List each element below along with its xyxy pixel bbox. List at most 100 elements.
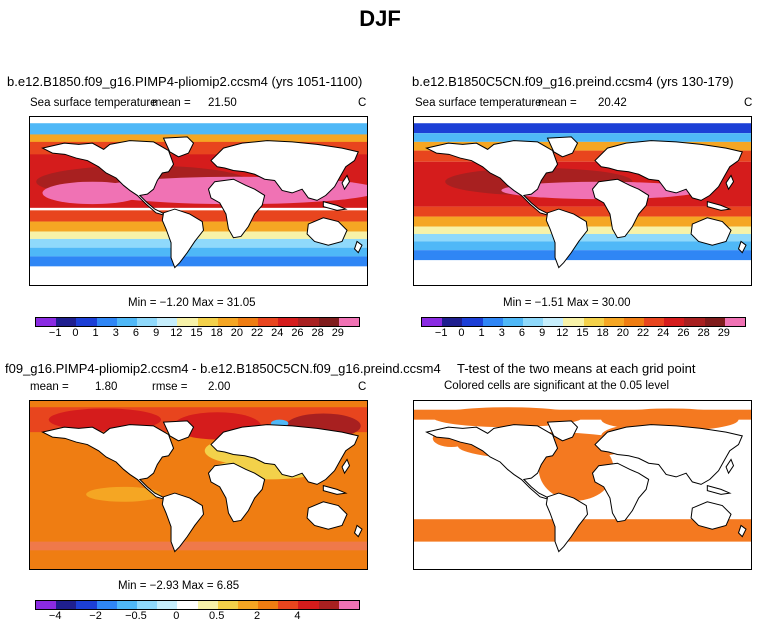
colorbar-swatch — [197, 318, 218, 326]
colorbar-swatch — [522, 318, 544, 326]
panel2-mean-label: mean = — [538, 97, 577, 109]
colorbar-swatch — [56, 601, 77, 609]
colorbar-tick-label: 26 — [677, 327, 690, 339]
colorbar-swatch — [36, 318, 57, 326]
colorbar-swatch — [422, 318, 443, 326]
colorbar-swatch — [157, 601, 178, 609]
colorbar-swatch — [258, 318, 279, 326]
colorbar-tick-label: 18 — [596, 327, 609, 339]
panel2-mean-value: 20.42 — [598, 97, 627, 109]
colorbar-swatch — [217, 318, 238, 326]
panel3-map — [29, 400, 368, 570]
colorbar-swatch — [482, 318, 503, 326]
colorbar-swatch — [338, 318, 359, 326]
colorbar-tick-label: 6 — [518, 327, 525, 339]
colorbar-tick-label: 2 — [254, 610, 261, 622]
colorbar-tick-label: 22 — [250, 327, 264, 339]
colorbar-swatch — [644, 318, 665, 326]
colorbar-swatch — [237, 318, 259, 326]
panel2-units: C — [744, 97, 753, 109]
panel3-minmax: Min = −2.93 Max = 6.85 — [118, 580, 240, 592]
colorbar-swatch — [442, 318, 463, 326]
panel1-colorbar-ticks: −1 0 1 3 6 9 12 15 18 20 22 24 26 28 29 — [35, 327, 358, 341]
panel2-minmax: Min = −1.51 Max = 30.00 — [503, 297, 631, 309]
colorbar-swatch — [502, 318, 523, 326]
colorbar-swatch — [603, 318, 624, 326]
colorbar-swatch — [116, 318, 137, 326]
panel4-subtitle: Colored cells are significant at the 0.0… — [444, 380, 670, 392]
panel1-variable: Sea surface temperature — [30, 97, 157, 109]
colorbar-tick-label: 0 — [173, 610, 180, 622]
colorbar-tick-label: 3 — [498, 327, 505, 339]
colorbar-swatch — [116, 601, 137, 609]
colorbar-tick-label: 12 — [170, 327, 183, 339]
panel2-map — [413, 116, 752, 286]
colorbar-swatch — [318, 601, 339, 609]
colorbar-swatch — [298, 601, 319, 609]
colorbar-tick-label: 9 — [539, 327, 546, 339]
colorbar-tick-label: 24 — [271, 327, 284, 339]
panel1-map — [29, 116, 368, 286]
colorbar-tick-label: 1 — [478, 327, 485, 339]
colorbar-tick-label: 6 — [132, 327, 139, 339]
colorbar-tick-label: 22 — [636, 327, 650, 339]
colorbar-swatch — [583, 318, 604, 326]
page-title: DJF — [359, 6, 401, 31]
colorbar-swatch — [237, 601, 259, 609]
colorbar-swatch — [96, 601, 117, 609]
panel3-mean-value: 1.80 — [95, 381, 118, 393]
panel1-minmax: Min = −1.20 Max = 31.05 — [128, 297, 256, 309]
colorbar-tick-label: −4 — [48, 610, 62, 622]
colorbar-swatch — [684, 318, 705, 326]
colorbar-tick-label: 28 — [311, 327, 324, 339]
colorbar-tick-label: −0.5 — [125, 610, 147, 622]
colorbar-swatch — [258, 601, 279, 609]
colorbar-tick-label: 3 — [112, 327, 119, 339]
colorbar-swatch — [217, 601, 238, 609]
colorbar-tick-label: 4 — [294, 610, 301, 622]
colorbar-swatch — [96, 318, 117, 326]
panel3-colorbar-ticks: −4 −2 −0.5 0 0.5 2 4 — [35, 610, 358, 624]
colorbar-swatch — [76, 318, 97, 326]
colorbar-tick-label: 9 — [153, 327, 160, 339]
colorbar-swatch — [177, 601, 198, 609]
panel1-colorbar — [35, 317, 360, 327]
colorbar-tick-label: 15 — [576, 327, 589, 339]
colorbar-tick-label: −1 — [434, 327, 448, 339]
colorbar-swatch — [76, 601, 97, 609]
panel3-mean-label: mean = — [30, 381, 69, 393]
colorbar-swatch — [136, 601, 158, 609]
panel3-rmse-value: 2.00 — [208, 381, 231, 393]
panel2-colorbar-ticks: −1 0 1 3 6 9 12 15 18 20 22 24 26 28 29 — [421, 327, 744, 341]
colorbar-swatch — [462, 318, 483, 326]
colorbar-swatch — [724, 318, 745, 326]
colorbar-tick-label: 15 — [190, 327, 203, 339]
colorbar-tick-label: 20 — [616, 327, 629, 339]
panel1-mean-value: 21.50 — [208, 97, 237, 109]
colorbar-swatch — [318, 318, 339, 326]
colorbar-swatch — [543, 318, 564, 326]
colorbar-swatch — [664, 318, 685, 326]
colorbar-swatch — [298, 318, 319, 326]
panel4-title: T-test of the two means at each grid poi… — [457, 361, 696, 376]
panel1-mean-label: mean = — [152, 97, 191, 109]
panel3-colorbar — [35, 600, 360, 610]
panel2-colorbar — [421, 317, 746, 327]
colorbar-swatch — [177, 318, 198, 326]
panel2-variable: Sea surface temperature — [415, 97, 542, 109]
colorbar-swatch — [136, 318, 158, 326]
colorbar-tick-label: 1 — [92, 327, 99, 339]
colorbar-swatch — [704, 318, 725, 326]
colorbar-tick-label: 20 — [230, 327, 243, 339]
colorbar-swatch — [278, 318, 299, 326]
colorbar-swatch — [157, 318, 178, 326]
colorbar-tick-label: 28 — [697, 327, 710, 339]
panel1-title: b.e12.B1850.f09_g16.PIMP4-pliomip2.ccsm4… — [7, 74, 363, 89]
colorbar-swatch — [623, 318, 645, 326]
panel3-title: f09_g16.PIMP4-pliomip2.ccsm4 - b.e12.B18… — [5, 361, 441, 376]
colorbar-tick-label: 18 — [210, 327, 223, 339]
colorbar-swatch — [563, 318, 584, 326]
colorbar-tick-label: −2 — [89, 610, 102, 622]
colorbar-swatch — [56, 318, 77, 326]
colorbar-swatch — [278, 601, 299, 609]
